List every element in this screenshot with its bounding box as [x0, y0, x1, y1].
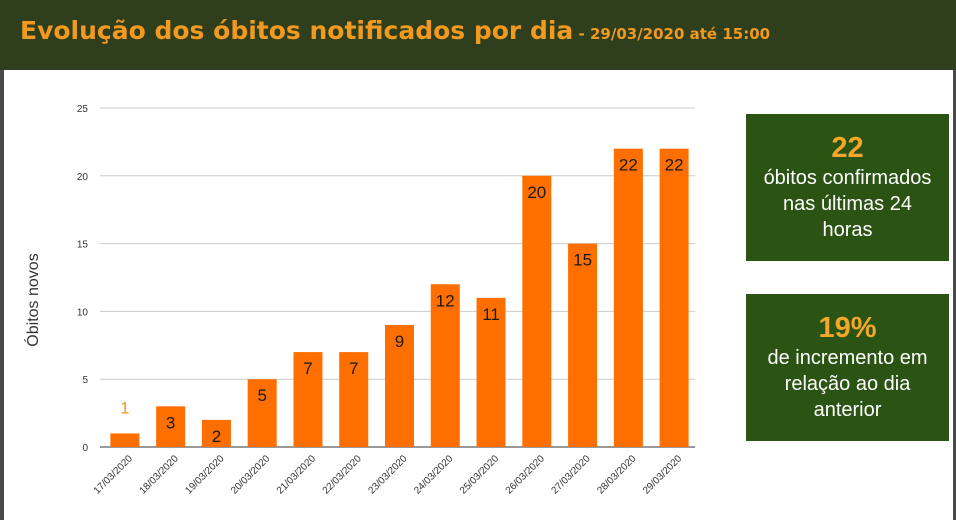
x-tick-label: 24/03/2020 — [412, 453, 455, 496]
bar — [156, 406, 186, 447]
data-label: 5 — [257, 386, 266, 405]
bar — [110, 433, 140, 447]
increment-value: 19% — [818, 312, 877, 344]
bar — [201, 419, 231, 447]
title-date: - 29/03/2020 até 15:00 — [573, 25, 771, 43]
x-tick-label: 28/03/2020 — [595, 453, 638, 496]
x-tick-label: 17/03/2020 — [92, 453, 135, 496]
data-label: 3 — [166, 413, 175, 432]
header-banner: Evolução dos óbitos notificados por dia … — [0, 0, 956, 70]
page-title: Evolução dos óbitos notificados por dia … — [20, 16, 770, 45]
y-tick-label: 20 — [77, 172, 89, 183]
right-border — [953, 70, 956, 520]
x-tick-label: 26/03/2020 — [504, 453, 547, 496]
bar — [522, 175, 552, 448]
data-label: 20 — [527, 183, 546, 202]
bar — [659, 148, 689, 447]
x-tick-label: 21/03/2020 — [275, 453, 318, 496]
bar — [568, 243, 598, 447]
y-tick-label: 25 — [77, 104, 89, 115]
data-label: 12 — [436, 291, 455, 310]
bar — [247, 379, 277, 447]
bar — [430, 284, 460, 447]
title-text: Evolução dos óbitos notificados por dia — [20, 16, 574, 45]
data-label: 15 — [573, 251, 592, 270]
bar — [476, 297, 506, 447]
bar — [293, 352, 323, 447]
data-label: 11 — [482, 305, 500, 324]
increment-label: de incremento em relação ao dia anterior — [767, 347, 928, 421]
y-axis-label: Óbitos novos — [23, 253, 42, 346]
x-tick-label: 22/03/2020 — [321, 453, 364, 496]
y-tick-label: 10 — [77, 307, 89, 318]
data-label: 7 — [349, 359, 358, 378]
left-border — [0, 70, 4, 520]
x-tick-label: 20/03/2020 — [229, 453, 272, 496]
data-label: 1 — [120, 398, 129, 417]
bar — [613, 148, 643, 447]
x-tick-label: 29/03/2020 — [641, 453, 684, 496]
increment-card: 19% de incremento em relação ao dia ante… — [746, 294, 949, 441]
x-tick-label: 18/03/2020 — [138, 453, 181, 496]
deaths-24h-card: 22 óbitos confirmados nas últimas 24 hor… — [746, 114, 949, 261]
data-label: 2 — [212, 427, 221, 446]
data-label: 9 — [395, 332, 404, 351]
y-tick-label: 0 — [82, 443, 88, 454]
x-tick-label: 27/03/2020 — [550, 453, 593, 496]
deaths-24h-label: óbitos confirmados nas últimas 24 horas — [763, 167, 932, 241]
bar — [385, 324, 414, 447]
y-tick-label: 15 — [77, 240, 89, 251]
x-tick-label: 23/03/2020 — [366, 453, 409, 496]
bar — [339, 352, 369, 447]
deaths-24h-value: 22 — [831, 132, 864, 164]
x-tick-label: 19/03/2020 — [183, 453, 226, 496]
data-label: 22 — [619, 156, 638, 175]
x-tick-label: 25/03/2020 — [458, 453, 501, 496]
data-label: 7 — [303, 359, 312, 378]
data-label: 22 — [665, 156, 684, 175]
y-tick-label: 5 — [82, 375, 88, 386]
